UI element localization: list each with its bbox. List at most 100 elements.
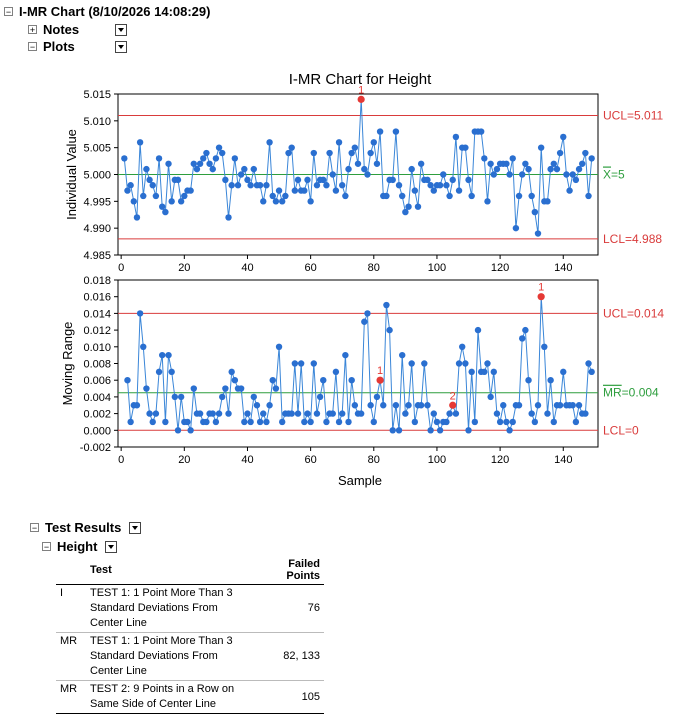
data-point [380, 402, 387, 409]
notes-label: Notes [43, 22, 80, 37]
row-failed-points: 76 [254, 584, 324, 633]
data-point [225, 214, 232, 221]
test-results-node[interactable]: − Test Results [30, 520, 142, 535]
data-point [323, 182, 330, 189]
data-point [146, 410, 153, 417]
data-point [389, 176, 396, 184]
data-point [339, 410, 346, 417]
data-point [421, 360, 428, 367]
collapse-icon[interactable]: − [28, 42, 37, 52]
y-tick-label: 5.010 [83, 116, 111, 128]
plots-dropdown-icon[interactable] [115, 40, 127, 53]
data-point [282, 192, 289, 200]
data-point [260, 410, 267, 417]
data-point [468, 192, 475, 200]
data-point [446, 410, 453, 417]
data-point [500, 402, 507, 409]
moving-range-panel: -0.002 0.000 0.002 0.004 0.006 0.008 0.010 0.01… [60, 275, 664, 466]
data-point [345, 165, 352, 173]
data-point [487, 160, 494, 167]
notes-node[interactable]: + Notes [28, 22, 127, 37]
data-point [316, 393, 324, 401]
data-point [155, 155, 163, 162]
data-point [127, 182, 134, 189]
y-tick-label: 0.008 [83, 359, 111, 371]
data-point [124, 377, 131, 384]
data-point [127, 418, 134, 426]
data-point [244, 410, 251, 417]
data-point [288, 144, 295, 151]
data-point [285, 149, 292, 157]
data-point [310, 360, 317, 367]
data-point [231, 155, 239, 162]
center-symbol: X [603, 168, 611, 182]
data-point [367, 149, 374, 157]
individual-value-panel: 4.985 4.990 4.995 5.000 5.005 5.010 5.015 0 20 40… [64, 84, 663, 274]
data-point [279, 198, 286, 205]
data-point [556, 149, 564, 157]
row-test-line: Standard Deviations From [90, 650, 218, 662]
data-point [231, 377, 239, 384]
data-point [351, 144, 359, 151]
data-point [342, 351, 349, 359]
data-point [152, 192, 160, 200]
data-point [225, 410, 232, 417]
data-point [364, 310, 371, 317]
y-tick-label: 0.018 [83, 275, 111, 287]
data-point [146, 176, 153, 184]
data-point [537, 144, 545, 151]
y-tick-label: 0.004 [83, 392, 111, 404]
test-results-dropdown-icon[interactable] [129, 521, 142, 534]
expand-icon[interactable]: + [28, 25, 37, 35]
data-point [307, 418, 314, 426]
data-point [171, 393, 179, 401]
plots-node[interactable]: − Plots [28, 39, 127, 54]
data-point [313, 410, 321, 417]
data-point [572, 176, 580, 184]
data-point [474, 326, 482, 334]
row-test-line: Same Side of Center Line [90, 698, 216, 710]
collapse-icon[interactable]: − [4, 7, 13, 17]
data-point [357, 410, 365, 417]
data-point [263, 418, 270, 426]
data-point [250, 165, 257, 173]
collapse-icon[interactable]: − [42, 542, 51, 552]
data-point [525, 165, 532, 173]
data-point [209, 410, 216, 417]
data-point [560, 368, 567, 376]
data-point [541, 343, 548, 350]
data-point [275, 343, 283, 350]
data-point [190, 385, 197, 392]
data-point [509, 155, 516, 162]
center-label: X=5 [603, 168, 625, 182]
data-point [294, 176, 302, 184]
data-point [496, 418, 504, 426]
data-point [187, 187, 194, 194]
y-axis-label: Moving Range [60, 322, 75, 406]
x-tick-label: 100 [428, 262, 446, 274]
data-point [250, 393, 257, 401]
data-point [241, 418, 248, 426]
y-tick-label: 0.006 [83, 375, 111, 387]
data-point [477, 128, 485, 135]
data-point [534, 230, 542, 237]
notes-dropdown-icon[interactable] [115, 23, 127, 36]
height-node[interactable]: − Height [42, 539, 118, 554]
data-point [585, 360, 592, 367]
data-point [427, 427, 434, 434]
data-point [547, 377, 554, 384]
data-point [395, 427, 403, 434]
data-point [569, 171, 576, 178]
collapse-icon[interactable]: − [30, 523, 39, 533]
data-point [159, 203, 166, 210]
data-point [348, 377, 355, 384]
data-point [408, 165, 415, 173]
data-point [152, 410, 160, 417]
data-point [405, 203, 412, 210]
height-dropdown-icon[interactable] [105, 540, 118, 553]
data-point [430, 187, 437, 194]
data-point [525, 377, 532, 384]
data-point [291, 360, 299, 367]
data-point [509, 418, 516, 426]
data-point [247, 418, 254, 426]
